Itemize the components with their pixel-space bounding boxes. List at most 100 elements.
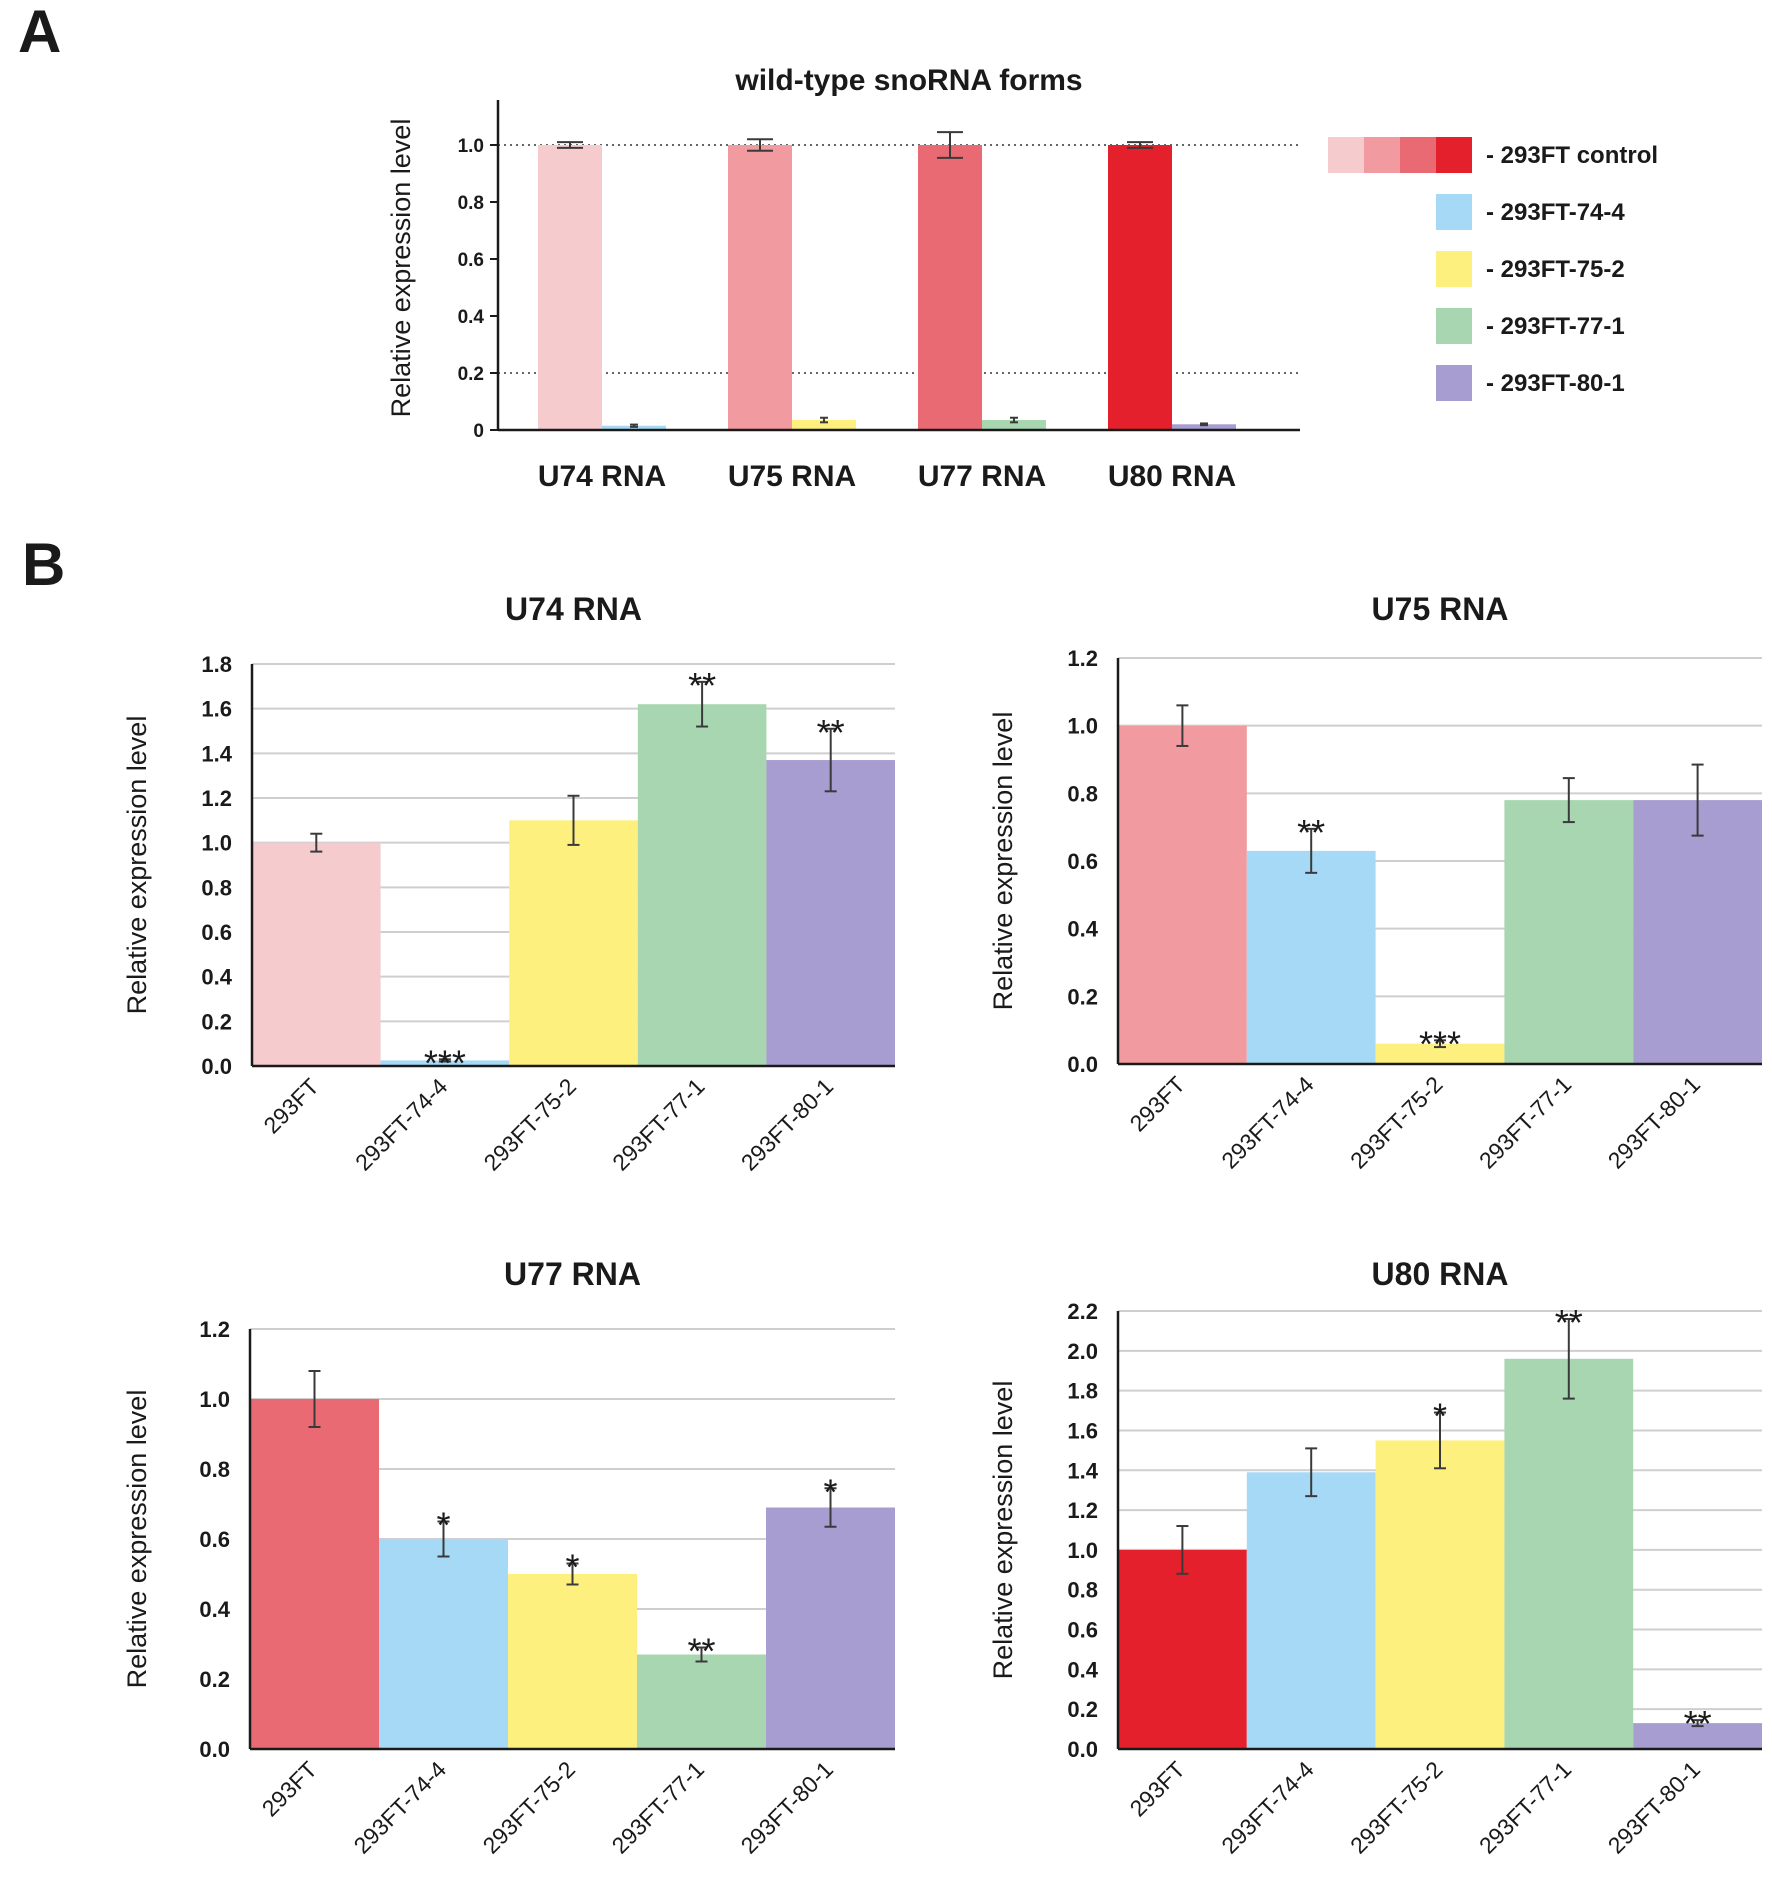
legend-label: - 293FT control	[1486, 142, 1658, 169]
y-tick-label: 0.6	[201, 920, 232, 945]
significance-marker: *	[436, 1505, 450, 1546]
chart-title: wild-type snoRNA forms	[734, 64, 1082, 97]
y-tick-label: 0.0	[199, 1737, 230, 1762]
chart-title: U75 RNA	[1372, 591, 1509, 627]
bar-control	[1108, 145, 1172, 430]
significance-marker: *	[1433, 1396, 1447, 1437]
chart-u75-rna: U75 RNA 0.0 0.2 0.4 0.6 0.8 1.0 1.2 293FT ** 293FT…	[988, 591, 1762, 1174]
bar-control	[918, 145, 982, 430]
legend: - 293FT control - 293FT-74-4 - 293FT-75-2 -…	[1328, 137, 1658, 401]
x-category-label: 293FT	[257, 1756, 322, 1821]
y-tick-label: 0.2	[458, 364, 484, 385]
x-category-label: 293FT	[1125, 1756, 1190, 1821]
y-tick-label: 0.2	[1067, 1697, 1098, 1722]
y-tick-label: 2.0	[1067, 1339, 1098, 1364]
chart-u77-rna: U77 RNA 0.0 0.2 0.4 0.6 0.8 1.0 1.2 293FT * 293FT-…	[122, 1256, 895, 1859]
significance-marker: ***	[1419, 1023, 1461, 1064]
y-tick-label: 1.4	[201, 741, 232, 766]
y-tick-label: 0.4	[201, 965, 232, 990]
x-category-label: 293FT-77-1	[607, 1756, 709, 1858]
legend-swatch	[1436, 308, 1472, 344]
bar	[766, 760, 895, 1066]
y-tick-label: 0.0	[1067, 1737, 1098, 1762]
significance-marker: **	[1555, 1302, 1583, 1343]
y-tick-label: 0.0	[1067, 1052, 1098, 1077]
x-category-label: 293FT-75-2	[1345, 1756, 1447, 1858]
y-tick-label: 1.2	[199, 1317, 230, 1342]
panel-b-label: B	[22, 531, 65, 598]
y-tick-label: 0.8	[1067, 781, 1098, 806]
x-category-label: 293FT-74-4	[1216, 1756, 1319, 1859]
y-tick-label: 0.4	[1067, 1657, 1098, 1682]
bar	[1375, 1043, 1505, 1064]
y-tick-label: 0.4	[1067, 917, 1098, 942]
significance-marker: **	[1297, 812, 1325, 853]
bar	[1375, 1440, 1505, 1749]
bar	[1504, 800, 1634, 1064]
y-tick-label: 0.6	[458, 250, 484, 271]
chart-title: U77 RNA	[504, 1256, 641, 1292]
x-category-label: 293FT-74-4	[350, 1073, 453, 1176]
chart-u80-rna: U80 RNA 0.0 0.2 0.4 0.6 0.8 1.0 1.2 1.4 1.6 1.8 2.0…	[988, 1256, 1762, 1859]
x-category-label: 293FT	[258, 1073, 323, 1138]
bar-mutant	[1172, 424, 1236, 430]
x-category-label: 293FT	[1125, 1071, 1190, 1136]
y-tick-label: 1.0	[458, 136, 484, 157]
bar	[1118, 1549, 1247, 1749]
y-tick-label: 0.8	[458, 193, 484, 214]
bar	[250, 1399, 379, 1749]
x-category-label: 293FT-75-2	[1345, 1071, 1447, 1173]
y-tick-label: 1.2	[1067, 1498, 1098, 1523]
x-category-label: 293FT-80-1	[1603, 1756, 1705, 1858]
legend-label: - 293FT-77-1	[1486, 313, 1625, 340]
legend-swatch	[1328, 137, 1364, 173]
legend-swatch	[1436, 194, 1472, 230]
chart-wild-type-snorna: wild-type snoRNA forms 0 0.2 0.4 0.6 0.8 1.0 U7…	[386, 64, 1300, 493]
x-category-label: 293FT-74-4	[1216, 1071, 1319, 1174]
chart-title: U80 RNA	[1372, 1256, 1509, 1292]
y-tick-label: 1.8	[201, 652, 232, 677]
y-tick-label: 0.8	[1067, 1578, 1098, 1603]
significance-marker: **	[817, 712, 845, 753]
chart-u74-rna: U74 RNA 0.0 0.2 0.4 0.6 0.8 1.0 1.2 1.4 1.6 1.8 293…	[122, 591, 895, 1176]
bar	[637, 1654, 766, 1749]
y-tick-label: 0.4	[199, 1597, 230, 1622]
bar	[1504, 1358, 1634, 1749]
y-tick-label: 1.0	[199, 1387, 230, 1412]
bar	[509, 820, 638, 1066]
y-tick-label: 1.0	[1067, 1538, 1098, 1563]
legend-swatch	[1436, 251, 1472, 287]
bar-control	[538, 145, 602, 430]
y-tick-label: 1.6	[201, 697, 232, 722]
bar	[637, 704, 767, 1066]
significance-marker: *	[565, 1547, 579, 1588]
bar	[508, 1574, 637, 1749]
y-tick-label: 1.4	[1067, 1458, 1098, 1483]
bar	[380, 1060, 510, 1066]
y-tick-label: 1.2	[1067, 646, 1098, 671]
y-tick-label: 1.8	[1067, 1379, 1098, 1404]
legend-label: - 293FT-75-2	[1486, 256, 1625, 283]
bar-mutant	[792, 420, 856, 430]
bar	[252, 842, 381, 1066]
x-category-label: 293FT-75-2	[479, 1073, 581, 1175]
bar	[1118, 725, 1247, 1064]
y-tick-label: 0.2	[201, 1009, 232, 1034]
legend-swatch	[1436, 365, 1472, 401]
x-category-label: 293FT-75-2	[478, 1756, 580, 1858]
y-tick-label: 1.2	[201, 786, 232, 811]
bar	[379, 1539, 508, 1749]
legend-label: - 293FT-74-4	[1486, 199, 1625, 226]
y-axis-label: Relative expression level	[122, 716, 152, 1015]
x-category-label: 293FT-77-1	[1474, 1756, 1576, 1858]
y-tick-label: 1.6	[1067, 1418, 1098, 1443]
x-category-label: 293FT-80-1	[736, 1073, 838, 1175]
chart-title: U74 RNA	[505, 591, 642, 627]
significance-marker: *	[823, 1471, 837, 1512]
y-tick-label: 0.8	[199, 1457, 230, 1482]
panel-a-label: A	[18, 0, 61, 65]
x-category-label: U74 RNA	[538, 460, 666, 493]
y-tick-label: 0.6	[1067, 849, 1098, 874]
y-axis-label: Relative expression level	[988, 1381, 1018, 1680]
